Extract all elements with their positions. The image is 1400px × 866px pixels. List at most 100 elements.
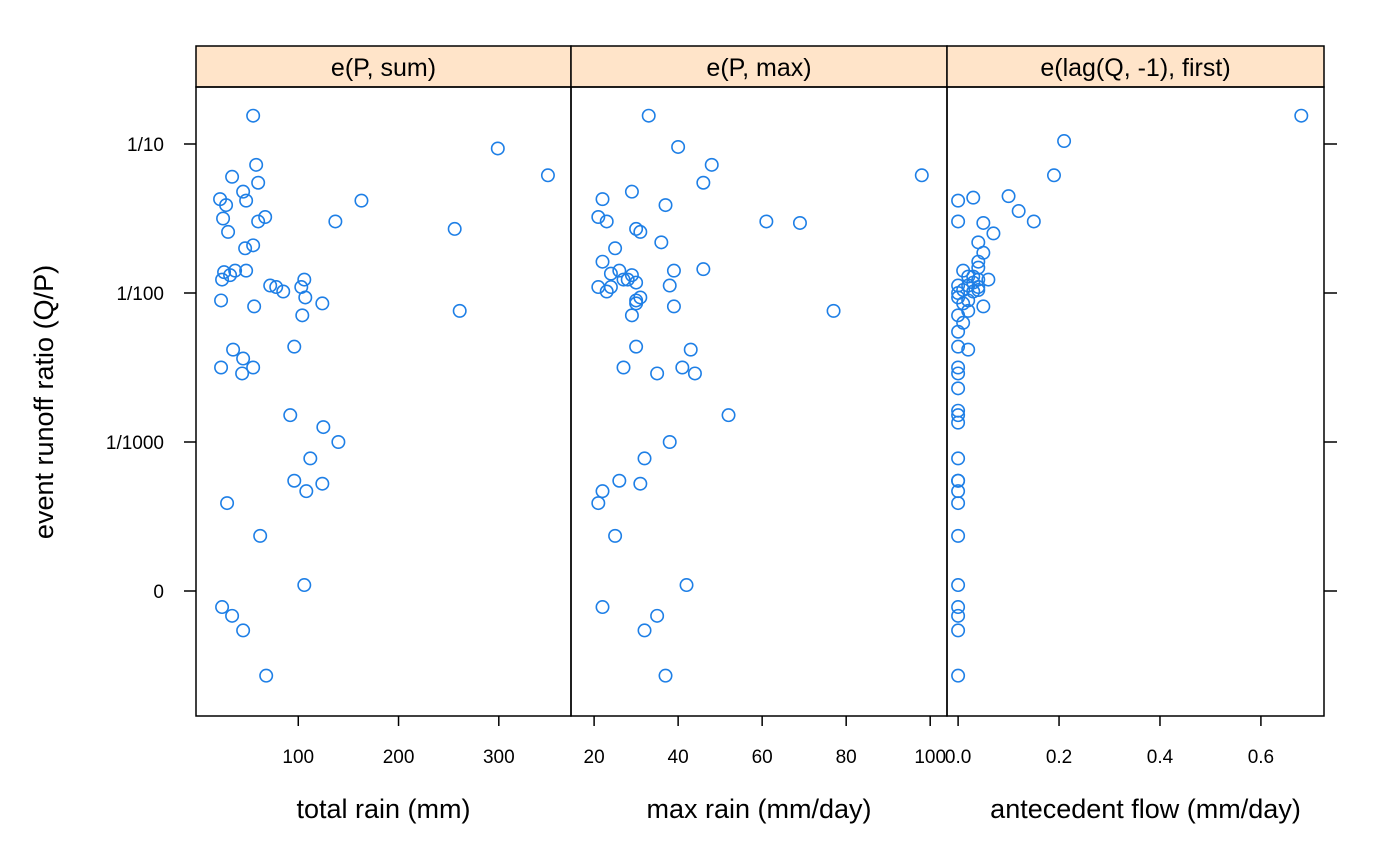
y-axis: 1/10 1/100 1/1000 0 <box>106 135 1337 603</box>
data-point <box>1057 134 1072 149</box>
data-point <box>951 451 966 466</box>
data-point <box>951 408 966 423</box>
data-point <box>616 360 631 375</box>
data-point <box>662 434 677 449</box>
data-point <box>683 342 698 357</box>
data-point <box>269 280 284 295</box>
data-point <box>951 381 966 396</box>
data-point <box>951 366 966 381</box>
data-point <box>297 272 312 287</box>
data-point <box>1011 204 1026 219</box>
data-point <box>951 415 966 430</box>
data-point <box>966 190 981 205</box>
data-point <box>215 272 230 287</box>
x-tick-label-2-1: 20 <box>584 747 605 768</box>
data-point <box>654 235 669 250</box>
panel-2: e(P, max) 20 40 60 80 100 max rain (mm/day) <box>570 45 948 824</box>
data-point <box>1001 189 1016 204</box>
data-point <box>452 303 467 318</box>
panel-1: e(P, sum) 100 200 300 total rain (mm) <box>195 45 572 824</box>
data-point <box>721 408 736 423</box>
y-axis-title: event runoff ratio (Q/P) <box>29 265 59 539</box>
y-tick-label-2: 1/100 <box>116 284 164 305</box>
data-point <box>612 263 627 278</box>
data-point <box>246 238 261 253</box>
data-point <box>287 339 302 354</box>
data-point <box>251 214 266 229</box>
data-point <box>951 360 966 375</box>
data-point <box>331 434 346 449</box>
data-point <box>671 139 686 154</box>
data-point-zero <box>658 668 673 683</box>
data-point <box>650 366 665 381</box>
data-point <box>620 272 635 287</box>
data-point <box>981 272 996 287</box>
data-point <box>759 214 774 229</box>
data-point <box>637 451 652 466</box>
x-axis-title-1: total rain (mm) <box>296 794 470 824</box>
y-tick-label-4: 0 <box>153 582 164 603</box>
data-point <box>603 280 618 295</box>
strip-3 <box>946 45 1325 88</box>
data-point <box>599 284 614 299</box>
data-point <box>976 299 991 314</box>
data-point-zero <box>236 623 251 638</box>
data-point <box>294 280 309 295</box>
data-point <box>249 157 264 172</box>
data-point <box>687 366 702 381</box>
data-point <box>792 215 807 230</box>
data-point <box>295 308 310 323</box>
data-point <box>951 528 966 543</box>
data-point <box>315 296 330 311</box>
data-point <box>971 254 986 269</box>
data-point <box>696 175 711 190</box>
x-tick-label-1-1: 100 <box>282 747 314 768</box>
data-point <box>629 293 644 308</box>
data-point <box>236 351 251 366</box>
data-point <box>328 214 343 229</box>
data-point <box>951 473 966 488</box>
y-tick-label-1: 1/10 <box>127 135 164 156</box>
panel-3: e(lag(Q, -1), first) 0.0 0.2 0.4 0.6 antecede… <box>945 45 1325 824</box>
data-point <box>679 578 694 593</box>
data-point <box>976 215 991 230</box>
data-point <box>299 484 314 499</box>
data-point <box>247 299 262 314</box>
data-point <box>658 198 673 213</box>
x-axis-title-3: antecedent flow (mm/day) <box>990 794 1301 824</box>
data-point <box>603 266 618 281</box>
data-point-zero <box>650 608 665 623</box>
data-point <box>629 339 644 354</box>
strip-label-2: e(P, max) <box>706 54 811 82</box>
data-point <box>258 210 273 225</box>
data-point <box>666 263 681 278</box>
data-point <box>228 263 243 278</box>
data-point <box>633 476 648 491</box>
data-point <box>666 299 681 314</box>
data-point <box>595 192 610 207</box>
data-point-zero <box>951 668 966 683</box>
panel-frame-3 <box>946 86 1325 717</box>
data-point <box>251 175 266 190</box>
data-point <box>951 578 966 593</box>
data-point <box>608 241 623 256</box>
data-point <box>315 476 330 491</box>
data-point <box>283 408 298 423</box>
data-point <box>591 210 606 225</box>
data-point <box>951 308 966 323</box>
data-point <box>675 360 690 375</box>
x-axis-title-2: max rain (mm/day) <box>646 794 871 824</box>
data-point <box>951 285 966 300</box>
x-tick-label-3-2: 0.2 <box>1046 747 1072 768</box>
data-point <box>951 214 966 229</box>
strip-label-3: e(lag(Q, -1), first) <box>1040 54 1230 82</box>
data-point <box>1046 168 1061 183</box>
data-point <box>633 224 648 239</box>
data-point <box>239 263 254 278</box>
data-point <box>599 214 614 229</box>
data-point-zero <box>225 608 240 623</box>
data-point <box>276 284 291 299</box>
data-point <box>624 184 639 199</box>
data-point-zero <box>637 623 652 638</box>
